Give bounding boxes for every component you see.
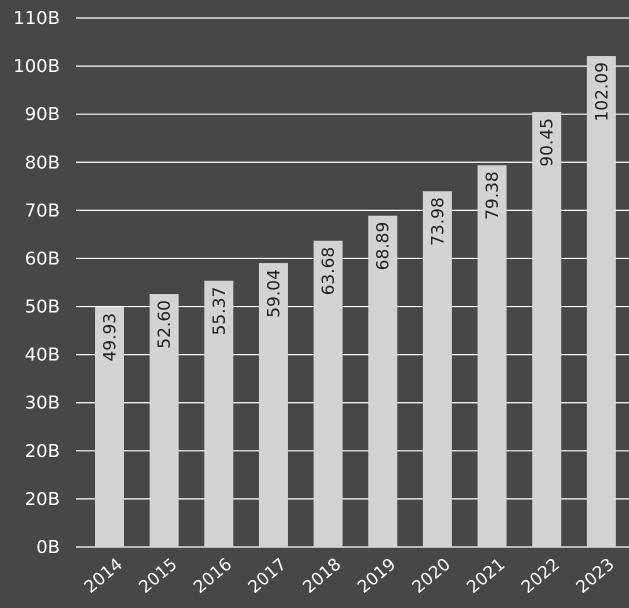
y-tick-label: 0B bbox=[36, 537, 60, 558]
bar-2018 bbox=[313, 240, 343, 548]
x-tick-label: 2023 bbox=[573, 555, 619, 598]
value-label: 49.93 bbox=[101, 313, 121, 362]
x-tick-label: 2017 bbox=[245, 555, 291, 598]
x-axis-ticks: 2014 2015 2016 2017 2018 2019 2020 2021 2022 2023 bbox=[81, 555, 619, 598]
y-tick-label: 40B bbox=[25, 345, 60, 366]
value-labels: 49.93 52.60 55.37 59.04 63.68 68.89 73.98 79.38… bbox=[101, 62, 613, 362]
y-tick-label: 50B bbox=[25, 297, 60, 318]
x-tick-label: 2021 bbox=[463, 555, 509, 598]
bar-2015 bbox=[149, 294, 179, 547]
value-label: 79.38 bbox=[483, 171, 503, 220]
y-tick-label: 20B bbox=[25, 441, 60, 462]
x-tick-label: 2018 bbox=[299, 555, 345, 598]
bar-2016 bbox=[204, 280, 234, 547]
y-tick-label: 70B bbox=[25, 200, 60, 221]
y-tick-label: 110B bbox=[13, 8, 60, 29]
value-label: 68.89 bbox=[374, 222, 394, 271]
x-tick-label: 2019 bbox=[354, 555, 400, 598]
y-tick-label: 80B bbox=[25, 152, 60, 173]
x-tick-label: 2014 bbox=[81, 555, 127, 598]
y-tick-label: 30B bbox=[25, 393, 60, 414]
bar-2022 bbox=[532, 112, 562, 547]
bar-2023 bbox=[586, 56, 616, 547]
x-tick-label: 2020 bbox=[409, 555, 455, 598]
value-label: 55.37 bbox=[210, 287, 230, 336]
x-tick-label: 2022 bbox=[518, 555, 564, 598]
y-tick-label: 100B bbox=[13, 56, 60, 77]
bar-2021 bbox=[477, 165, 507, 547]
bars bbox=[95, 56, 616, 548]
value-label: 102.09 bbox=[592, 62, 612, 121]
bar-2019 bbox=[368, 215, 398, 547]
value-label: 59.04 bbox=[264, 269, 284, 318]
bar-2014 bbox=[95, 306, 124, 547]
x-tick-label: 2016 bbox=[190, 555, 236, 598]
bar-2017 bbox=[258, 263, 288, 547]
value-label: 73.98 bbox=[428, 197, 448, 246]
x-tick-label: 2015 bbox=[135, 555, 181, 598]
y-tick-label: 20B bbox=[25, 489, 60, 510]
value-label: 52.60 bbox=[155, 300, 175, 349]
value-label: 90.45 bbox=[538, 118, 558, 167]
y-axis-ticks: 0B 20B 20B 30B 40B 50B 60B 70B 80B 90B 100B 110B bbox=[13, 8, 60, 558]
y-tick-label: 90B bbox=[25, 104, 60, 125]
y-tick-label: 60B bbox=[25, 248, 60, 269]
bar-2020 bbox=[422, 191, 452, 547]
value-label: 63.68 bbox=[319, 247, 339, 296]
